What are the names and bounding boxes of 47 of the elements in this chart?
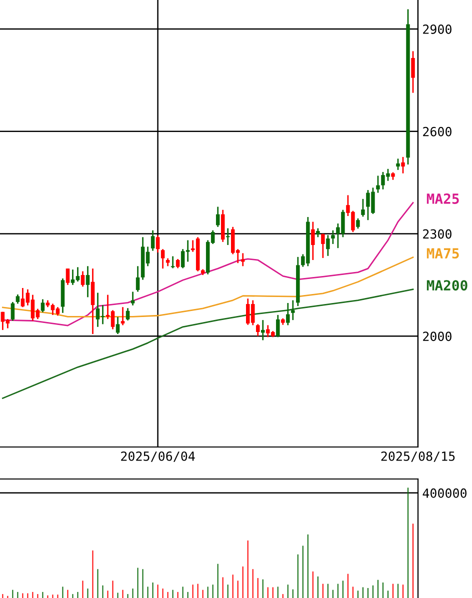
candlestick bbox=[16, 294, 20, 304]
candlestick bbox=[261, 319, 265, 341]
y-tick-label: 2000 bbox=[423, 332, 452, 342]
candlestick bbox=[326, 234, 330, 257]
candlestick bbox=[90, 268, 95, 335]
y-tick-label: 2300 bbox=[423, 229, 452, 239]
candlestick bbox=[160, 248, 165, 270]
candlestick bbox=[331, 230, 335, 245]
candlestick bbox=[321, 233, 325, 259]
line-series bbox=[2, 202, 414, 326]
candlestick bbox=[156, 234, 160, 254]
series-label: MA25 bbox=[426, 193, 459, 204]
line-series bbox=[2, 288, 414, 399]
candlestick bbox=[120, 306, 125, 326]
y-tick-label: 2900 bbox=[423, 24, 452, 34]
candlestick bbox=[376, 175, 380, 194]
candlestick bbox=[226, 228, 230, 246]
candlestick bbox=[176, 258, 180, 269]
candlestick bbox=[216, 206, 220, 228]
candlestick bbox=[150, 230, 155, 252]
candlestick bbox=[361, 198, 365, 218]
candlestick bbox=[86, 265, 90, 298]
candlestick bbox=[66, 268, 70, 286]
candlestick bbox=[126, 307, 130, 322]
candlestick bbox=[396, 158, 400, 171]
candlestick bbox=[170, 256, 175, 269]
y-tick-label: 2600 bbox=[423, 126, 452, 136]
candlestick bbox=[40, 298, 45, 313]
x-tick-label: 2025/08/15 bbox=[381, 451, 455, 462]
series-label: MA75 bbox=[426, 248, 459, 259]
candlestick bbox=[291, 300, 295, 321]
candlestick bbox=[401, 156, 405, 174]
candlestick bbox=[276, 314, 280, 338]
candlestick bbox=[80, 270, 85, 288]
candlestick bbox=[286, 302, 290, 326]
series-label: MA200 bbox=[426, 280, 468, 291]
line-series bbox=[2, 256, 414, 318]
candlestick bbox=[411, 50, 415, 94]
candlestick bbox=[256, 323, 260, 337]
candlestick bbox=[356, 218, 360, 230]
x-tick-label: 2025/06/04 bbox=[121, 451, 195, 462]
candlestick bbox=[136, 265, 140, 292]
candlestick bbox=[116, 316, 120, 335]
candlestick bbox=[10, 301, 15, 322]
candlestick bbox=[311, 221, 315, 261]
candlestick bbox=[130, 291, 135, 306]
y-tick-label: 400000 bbox=[422, 488, 467, 498]
